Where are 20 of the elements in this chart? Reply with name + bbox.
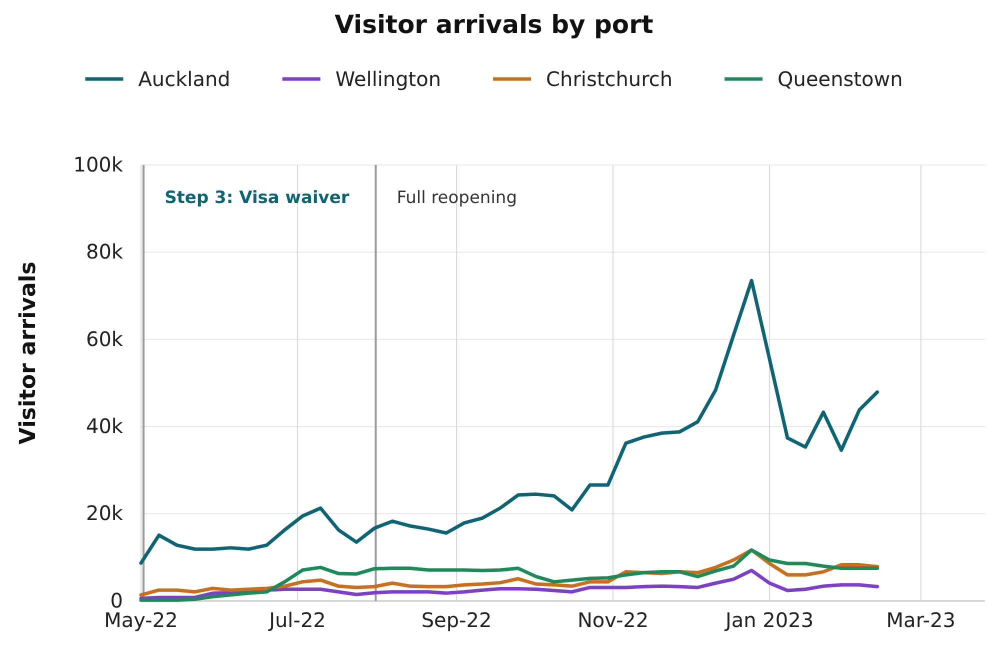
ref-line-label: Full reopening	[396, 188, 517, 208]
y-tick-label: 20k	[86, 501, 124, 526]
line-series	[139, 568, 880, 600]
x-tick-label: Jul-22	[267, 608, 326, 632]
x-tick-label: Nov-22	[577, 608, 649, 632]
y-tick-label: 60k	[86, 326, 124, 351]
y-tick-label: 100k	[73, 152, 124, 176]
ref-line-label: Step 3: Visa waiver	[164, 188, 350, 208]
y-tick-label: 40k	[86, 414, 124, 438]
legend-label: Christchurch	[546, 67, 673, 91]
chart-title: Visitor arrivals by port	[334, 10, 654, 39]
y-tick-label: 80k	[86, 240, 124, 264]
legend-label: Queenstown	[778, 67, 903, 91]
line-series	[139, 278, 880, 565]
legend-label: Auckland	[138, 67, 230, 91]
legend-label: Wellington	[335, 67, 442, 91]
x-tick-label: Jan 2023	[723, 608, 814, 632]
y-axis-title: Visitor arrivals	[16, 262, 41, 444]
x-tick-label: Mar-23	[886, 608, 956, 632]
x-tick-label: Sep-22	[421, 608, 492, 632]
